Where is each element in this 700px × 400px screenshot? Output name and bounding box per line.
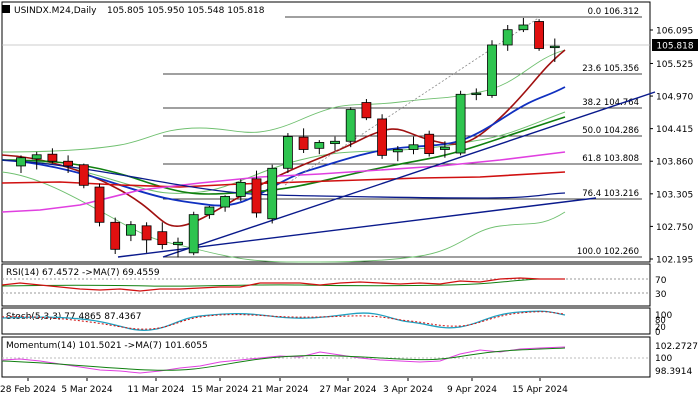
stoch-tick: 0 [655,328,660,338]
momentum-line [1,346,566,374]
candle-body [439,146,450,150]
sma-navy-line [1,159,566,199]
momentum-panel[interactable]: Momentum(14) 101.5021 ->MA(7) 101.6055 1… [1,336,698,378]
stoch-k-line [1,310,566,331]
date-axis: 28 Feb 2024 5 Mar 2024 11 Mar 2024 15 Mar 2… [0,378,568,395]
stoch-d-line [1,311,566,330]
candle-body [94,186,105,223]
ema-fast-line [1,49,566,227]
fib-level-label: 0.0 106.312 [588,7,639,17]
candle-body [188,214,199,254]
sma-50-line [1,116,566,195]
candle-body [141,225,152,241]
price-tick-label: 103.860 [656,158,693,168]
rsi-ma-line [1,278,565,287]
candle-body [345,109,356,142]
candle-body [16,157,26,167]
fib-level-label: 50.0 104.286 [582,126,639,136]
date-label: 27 Mar 2024 [319,385,376,395]
current-price-label: 105.818 [656,42,693,52]
price-tick-label: 105.525 [656,60,693,70]
menu-icon[interactable] [2,5,10,13]
candle-body [235,181,246,197]
candle-body [330,140,340,145]
rsi-tick: 30 [655,290,667,300]
candle-body [392,149,403,153]
candle-body [110,221,121,250]
candle-body [377,118,388,156]
price-tick-label: 102.195 [656,256,693,266]
fib-level-label: 100.0 102.260 [577,247,639,257]
candle-body [31,154,42,160]
candle-body [424,133,435,155]
candle-body [251,178,262,214]
candle-body [267,167,278,220]
bollinger-upper-line [1,49,566,153]
candle-body [408,144,419,150]
price-panel[interactable]: USINDX.M24,Daily 105.805 105.950 105.548… [1,1,698,266]
date-label: 11 Mar 2024 [127,385,184,395]
candle-body [361,102,372,119]
candle-body [63,160,73,167]
candle-body [455,93,466,154]
date-label: 28 Feb 2024 [0,385,56,395]
momentum-tick: 100 [655,354,672,364]
stoch-tick: 80 [655,316,666,326]
rsi-line [1,277,565,292]
momentum-tick: 98.3914 [655,367,692,377]
price-tick-label: 102.750 [656,223,693,233]
candle-body [282,136,293,169]
candle-body [518,24,529,31]
symbol-title: USINDX.M24,Daily [14,6,97,16]
stoch-panel[interactable]: Stoch(5,3,3) 77.4865 87.4367 100 80 20 0 [1,307,672,338]
stoch-tick: 20 [655,323,666,333]
stoch-tick: 100 [655,311,672,321]
candle-body [157,231,168,246]
date-label: 15 Apr 2024 [512,385,568,395]
candle-body [78,164,89,186]
rsi-title: RSI(14) 67.4572 ->MA(7) 69.4559 [6,268,160,278]
momentum-title: Momentum(14) 101.5021 ->MA(7) 101.6055 [6,341,208,351]
candle-body [298,136,309,150]
candle-body [314,142,325,149]
candle-body [220,196,231,208]
candle-body [471,92,482,96]
candle-body [502,29,513,46]
date-label: 3 Apr 2024 [383,385,433,395]
candle-body [126,224,136,236]
candle-body [173,241,183,246]
date-label: 21 Mar 2024 [251,385,308,395]
candle-body [204,206,215,216]
date-label: 15 Mar 2024 [191,385,248,395]
ema-slow-line [1,86,566,207]
date-label: 9 Apr 2024 [447,385,497,395]
candle-body [549,45,560,49]
sma-200-line [1,151,566,213]
current-price-box [652,39,698,51]
price-tick-label: 104.970 [656,93,693,103]
fib-level-label: 38.2 104.764 [582,98,639,108]
fib-level-label: 76.4 103.216 [582,189,639,199]
bollinger-mid-line [1,111,566,194]
trendline-upper [162,91,656,258]
fib-diagonal-line [284,16,541,186]
rsi-panel[interactable]: RSI(14) 67.4572 ->MA(7) 69.4559 70 30 [1,263,667,307]
candle-body [47,153,58,162]
momentum-ma-line [1,347,566,371]
price-tick-label: 103.305 [656,190,693,200]
price-tick-label: 104.415 [656,125,693,135]
momentum-tick: 102.2727 [655,342,698,352]
rsi-tick: 70 [655,276,667,286]
candle-body [534,21,544,49]
fib-level-label: 61.8 103.808 [582,154,639,164]
stoch-title: Stoch(5,3,3) 77.4865 87.4367 [6,312,141,322]
fib-level-label: 23.6 105.356 [582,64,639,74]
ohlc-values: 105.805 105.950 105.548 105.818 [107,6,265,16]
candle-body [487,44,497,96]
price-tick-label: 106.095 [656,27,693,37]
date-label: 5 Mar 2024 [61,385,113,395]
